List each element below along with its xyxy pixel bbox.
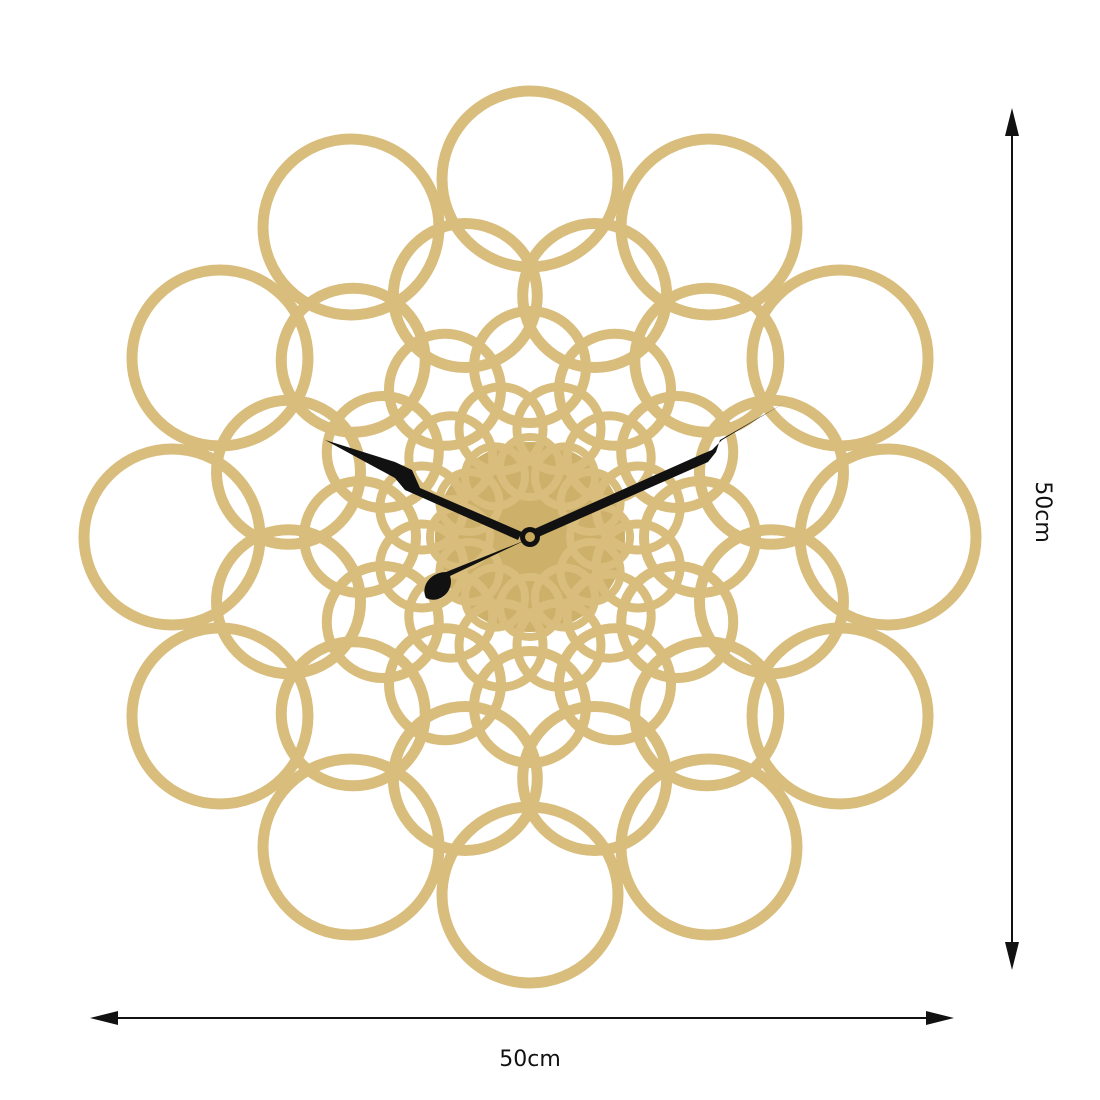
decorative-ring — [496, 433, 564, 501]
decorative-ring — [496, 573, 564, 641]
width-label: 50cm — [499, 1047, 561, 1072]
decorative-ring — [556, 538, 625, 606]
decorative-ring — [211, 524, 367, 680]
decorative-ring — [461, 442, 529, 511]
decorative-ring — [404, 411, 498, 505]
decorative-ring — [517, 700, 673, 856]
decorative-ring — [387, 218, 543, 374]
arrow-head — [926, 1011, 954, 1025]
decorative-ring — [794, 443, 982, 631]
decorative-ring — [299, 476, 421, 598]
decorative-ring — [461, 563, 529, 632]
arrow-head — [1005, 942, 1019, 970]
width-dimension: 50cm — [90, 1011, 954, 1072]
arrow-head — [90, 1011, 118, 1025]
decorative-ring — [469, 646, 591, 768]
center-pin — [525, 532, 535, 542]
hand-tail — [424, 540, 526, 600]
decorative-ring — [435, 538, 504, 606]
decorative-ring — [531, 563, 599, 632]
decorative-ring — [436, 801, 624, 989]
clock — [78, 85, 982, 989]
decorative-ring — [556, 468, 625, 536]
height-label: 50cm — [1030, 481, 1055, 543]
decorative-ring — [469, 306, 591, 428]
decorative-ring — [562, 569, 656, 663]
decorative-ring — [639, 476, 761, 598]
minute-hand — [523, 402, 786, 542]
arrow-head — [1005, 108, 1019, 136]
decorative-ring — [436, 85, 624, 273]
decorative-ring — [531, 442, 599, 511]
decorative-ring — [693, 394, 849, 550]
hour-hand — [325, 440, 522, 540]
decorative-ring — [78, 443, 266, 631]
height-dimension: 50cm — [1005, 108, 1055, 970]
